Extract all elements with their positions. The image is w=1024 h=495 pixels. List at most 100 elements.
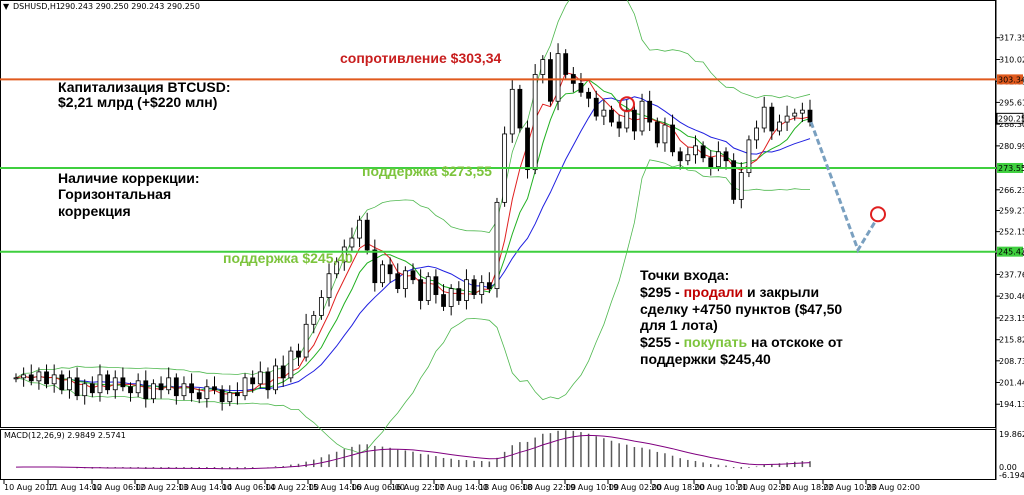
price-label: 303.344 <box>998 75 1024 84</box>
candle-body <box>173 377 179 397</box>
candle-body <box>380 264 385 284</box>
price-label-box <box>997 74 1023 85</box>
resistance-label: сопротивление $303,34 <box>340 50 501 66</box>
candle-body <box>166 377 172 391</box>
candle-body <box>311 314 317 325</box>
candle-body <box>97 374 103 394</box>
y-tick-label: 237.760 <box>999 270 1024 279</box>
x-tick-label: 12 Aug 06:00 <box>92 483 146 492</box>
candle-body <box>67 377 72 391</box>
candle-body <box>494 201 500 290</box>
candle-body <box>456 288 462 301</box>
candle-body <box>13 377 19 380</box>
candle-body <box>21 374 27 379</box>
candle-body <box>708 157 714 168</box>
forecast-path <box>619 96 886 254</box>
candle-body <box>265 371 271 391</box>
candle-body <box>670 124 675 153</box>
candle-body <box>128 386 133 394</box>
x-tick-label: 15 Aug 14:00 <box>308 483 362 492</box>
capitalization-value: $2,21 млрд (+$220 млн) <box>58 94 217 110</box>
candle-body <box>143 380 149 400</box>
candle-body <box>754 127 759 141</box>
candle-body <box>464 279 469 301</box>
macd-tick-label: -6.1948 <box>999 471 1024 480</box>
candle-body <box>784 115 790 123</box>
candle-body <box>715 151 721 168</box>
x-tick-label: 18 Aug 22:00 <box>522 483 576 492</box>
candle-body <box>151 383 156 400</box>
price-label-box <box>997 246 1023 257</box>
entry-line-1: $295 - продали и закрыли <box>640 284 819 300</box>
candle-body <box>318 297 324 316</box>
candle-body <box>738 172 744 200</box>
candle-body <box>425 276 431 301</box>
bollinger-bands <box>15 0 811 454</box>
support-2-label: поддержка $245,40 <box>223 250 353 266</box>
price-level-labels: 303.344 290.250 273.558 245.427 <box>996 74 1024 257</box>
y-tick-label: 223.155 <box>999 314 1024 323</box>
candle-body <box>578 82 584 93</box>
candle-body <box>654 121 660 144</box>
x-tick-label: 21 Aug 02:00 <box>737 483 791 492</box>
candle-body <box>685 154 691 162</box>
macd-tick-label: 19.8624 <box>999 430 1024 439</box>
candle-body <box>82 383 88 397</box>
candle-body <box>662 124 668 144</box>
candle-body <box>532 74 538 171</box>
x-tick-label: 22 Aug 10:00 <box>823 483 877 492</box>
entry-line-4: $255 - покупать на отскоке от <box>640 334 843 350</box>
x-tick-label: 13 Aug 14:00 <box>178 483 232 492</box>
correction-line-2: Горизонтальная <box>58 186 171 202</box>
macd-tick-label: 0.00 <box>999 463 1017 472</box>
price-label: 290.250 <box>998 114 1024 123</box>
candle-body <box>731 160 737 200</box>
y-tick-label: 208.730 <box>999 357 1024 366</box>
candle-body <box>700 145 706 159</box>
candle-body <box>647 100 653 123</box>
entry-circle-icon <box>619 96 635 113</box>
candle-body <box>212 386 217 391</box>
candle-body <box>36 371 42 382</box>
y-tick-label: 215.825 <box>999 336 1024 345</box>
candle-body <box>357 219 362 239</box>
dropdown-arrow-icon[interactable]: ▼ <box>3 2 10 11</box>
x-tick-label: 20 Aug 18:00 <box>651 483 705 492</box>
candle-body <box>250 377 256 385</box>
candle-body <box>89 383 95 394</box>
candle-body <box>624 109 630 129</box>
x-tick-label: 17 Aug 14:00 <box>434 483 488 492</box>
price-label-box <box>996 112 1024 124</box>
support-1-label: поддержка $273,55 <box>362 163 492 179</box>
candle-body <box>632 109 637 132</box>
candle-body <box>158 383 164 391</box>
candle-body <box>341 246 347 263</box>
y-tick-label: 317.355 <box>999 34 1024 43</box>
candle-body <box>777 121 782 132</box>
forecast-line <box>809 121 878 254</box>
candle-body <box>548 59 553 102</box>
target-circle-icon <box>870 206 886 223</box>
x-tick-label: 11 Aug 14:00 <box>48 483 102 492</box>
candle-body <box>242 377 248 397</box>
candle-body <box>433 276 439 295</box>
y-tick-label: 288.300 <box>999 120 1024 129</box>
candle-body <box>395 273 401 290</box>
x-tick-label: 18 Aug 06:00 <box>479 483 533 492</box>
candle-body <box>288 350 294 379</box>
candle-body <box>387 264 393 275</box>
candle-body <box>593 97 599 117</box>
candle-body <box>471 279 477 295</box>
entry-line-3: для 1 лота) <box>640 317 718 333</box>
x-tick-label: 16 Aug 06:00 <box>351 483 405 492</box>
macd-axis: 19.8624 0.00-6.1948 <box>999 430 1024 480</box>
candle-body <box>196 392 202 400</box>
price-label: 273.558 <box>998 164 1024 173</box>
candle-body <box>609 109 614 123</box>
candle-body <box>479 282 485 295</box>
x-tick-label: 21 Aug 18:00 <box>780 483 834 492</box>
candle-body <box>693 145 698 156</box>
candle-body <box>326 273 332 298</box>
candle-body <box>105 374 111 391</box>
